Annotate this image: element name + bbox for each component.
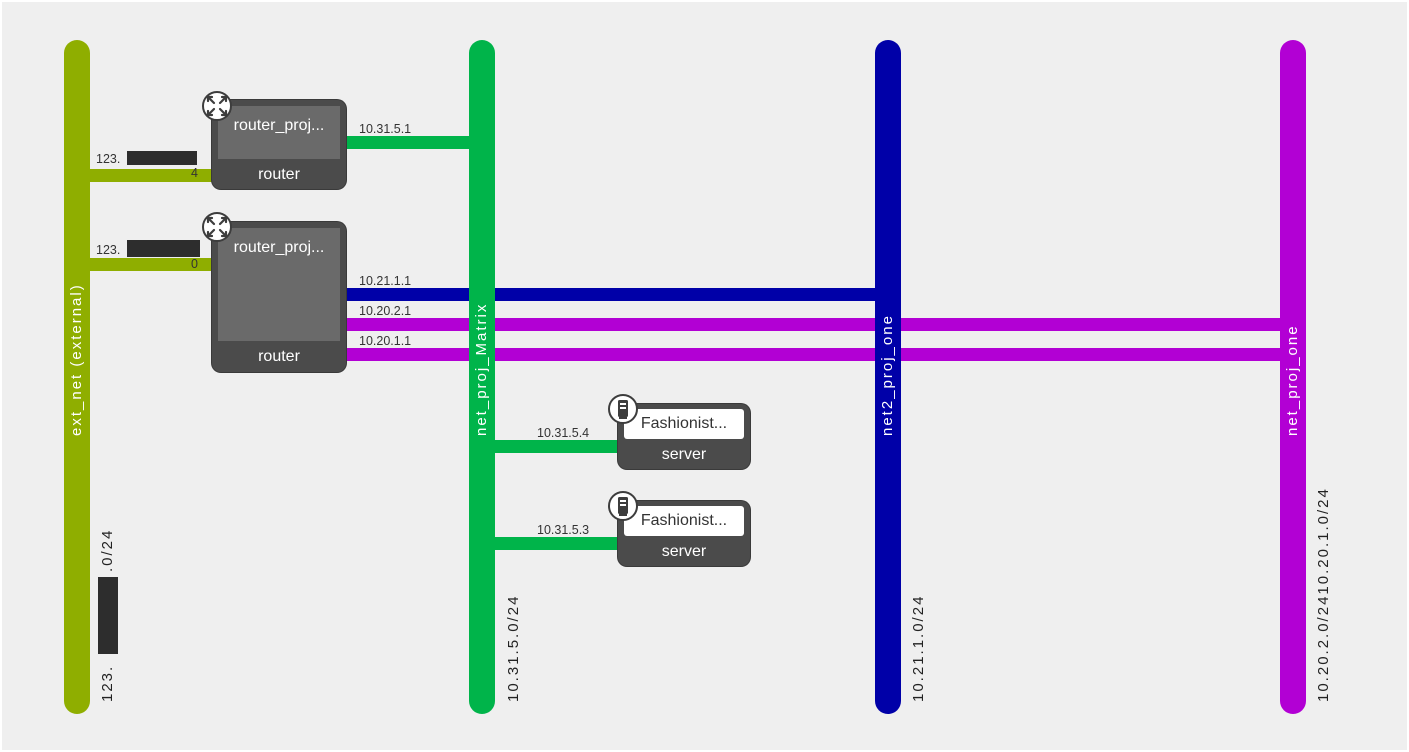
- router-type-label: router: [258, 166, 300, 183]
- redacted-router2-ext-ip: [127, 240, 200, 257]
- router-node[interactable]: router_proj... router: [212, 222, 346, 372]
- router-name: router_proj...: [233, 239, 325, 256]
- router-arrows-icon: [202, 91, 232, 121]
- network-bar-net-proj-one[interactable]: [1280, 40, 1306, 714]
- server1-ip: 10.31.5.4: [537, 426, 590, 440]
- network-bar-net-proj-matrix[interactable]: [469, 40, 495, 714]
- link-router2-net-one-a: [342, 318, 1294, 331]
- router2-port-ip-2: 10.20.2.1: [359, 304, 412, 318]
- server2-ip: 10.31.5.3: [537, 523, 590, 537]
- server-node[interactable]: Fashionist... server: [618, 501, 750, 566]
- network-cidr-ext-net-prefix: 123.: [99, 664, 116, 702]
- router-arrows-icon: [202, 212, 232, 242]
- server-name: Fashionist...: [640, 415, 728, 432]
- router2-port-ip-3: 10.20.1.1: [359, 334, 412, 348]
- network-cidr-net2-proj-one: 10.21.1.0/24: [910, 594, 927, 702]
- link-server1-matrix: [482, 440, 622, 453]
- network-bar-net2-proj-one[interactable]: [875, 40, 901, 714]
- redacted-ext-cidr-block: [98, 577, 118, 654]
- network-name-net-proj-matrix: net_proj_Matrix: [473, 302, 490, 436]
- redacted-router1-ext-ip: [127, 151, 197, 165]
- router-name: router_proj...: [233, 117, 325, 134]
- link-router2-ext: [78, 258, 218, 271]
- link-server2-matrix: [482, 537, 622, 550]
- network-name-net2-proj-one: net2_proj_one: [879, 314, 896, 436]
- link-router2-net-one-b: [342, 348, 1294, 361]
- network-cidr-net-proj-one: 10.20.2.0/2410.20.1.0/24: [1315, 487, 1332, 702]
- router-type-label: router: [258, 348, 300, 365]
- router2-port-ip-1: 10.21.1.1: [359, 274, 412, 288]
- server-tower-icon: [608, 491, 638, 521]
- router2-ext-ip-suffix: 0: [191, 257, 198, 271]
- server-node[interactable]: Fashionist... server: [618, 404, 750, 469]
- router2-ext-ip-prefix: 123.: [96, 243, 121, 257]
- network-cidr-ext-net-suffix: .0/24: [99, 528, 116, 572]
- server-type-label: server: [661, 543, 707, 560]
- network-name-ext-net: ext_net (external): [68, 283, 85, 436]
- link-router2-net2: [342, 288, 888, 301]
- server-type-label: server: [661, 446, 707, 463]
- router1-port-ip: 10.31.5.1: [359, 122, 412, 136]
- network-name-net-proj-one: net_proj_one: [1284, 324, 1301, 436]
- router1-ext-ip-suffix: 4: [191, 166, 198, 180]
- router-node[interactable]: router_proj... router: [212, 100, 346, 189]
- server-name: Fashionist...: [640, 512, 728, 529]
- network-cidr-net-proj-matrix: 10.31.5.0/24: [505, 594, 522, 702]
- network-bar-ext-net[interactable]: [64, 40, 90, 714]
- router1-ext-ip-prefix: 123.: [96, 152, 121, 166]
- link-router1-matrix: [342, 136, 482, 149]
- link-router1-ext: [78, 169, 218, 182]
- server-tower-icon: [608, 394, 638, 424]
